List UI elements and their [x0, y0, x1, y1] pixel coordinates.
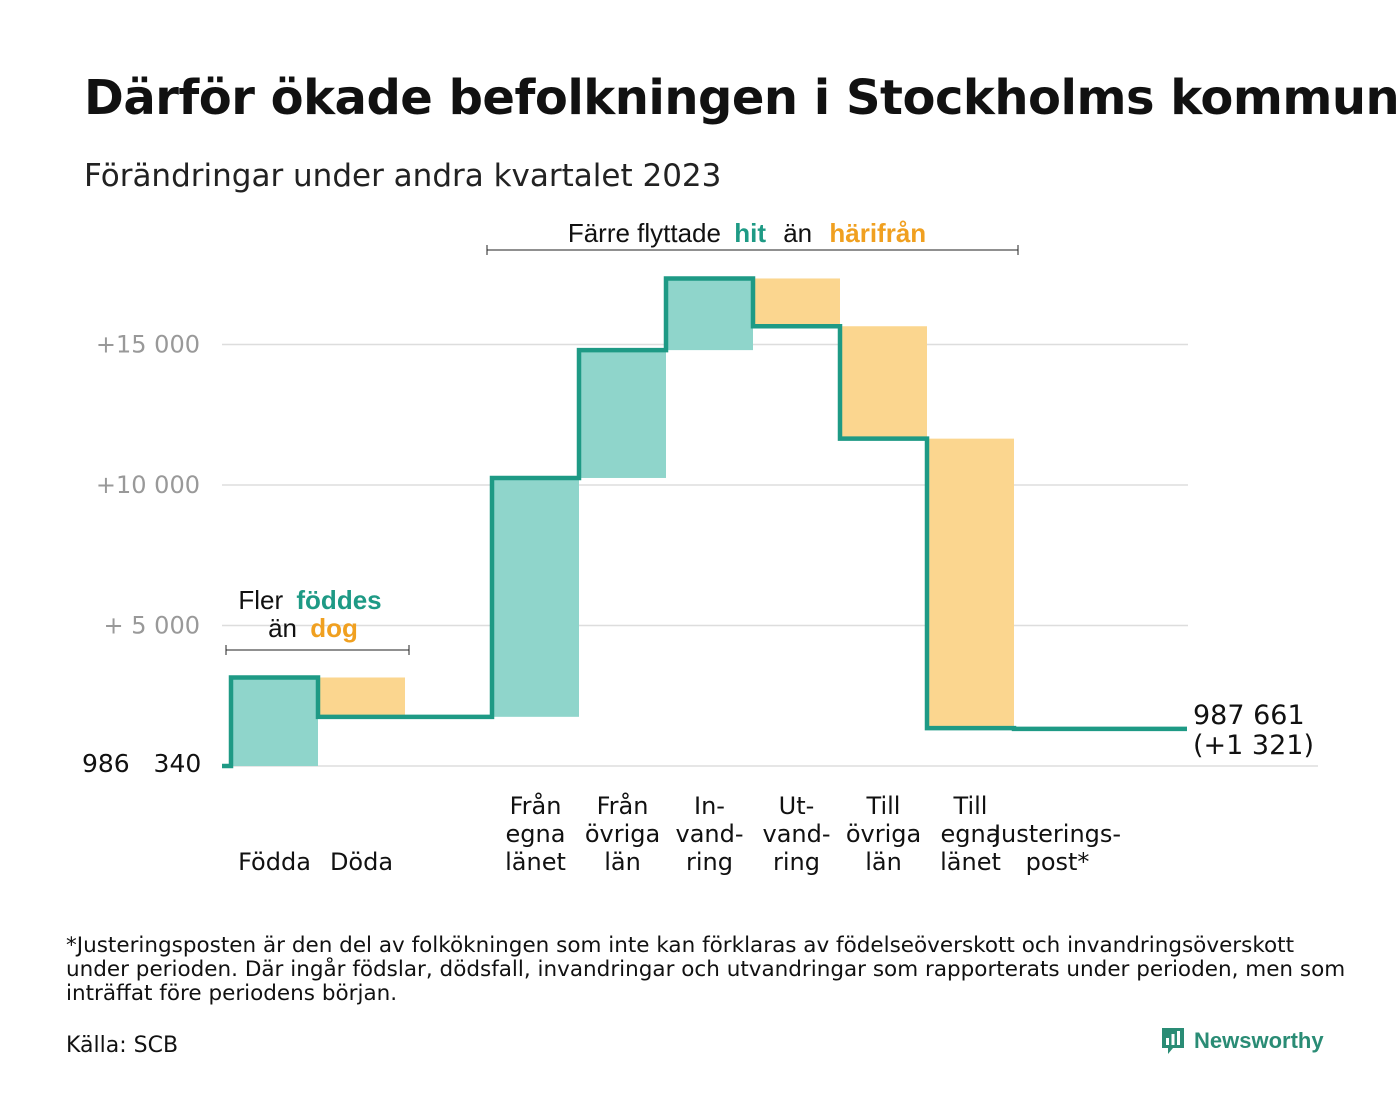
end-value-label: 987 661: [1193, 700, 1305, 731]
category-label: post*: [1026, 848, 1090, 876]
svg-text:Fler föddes: Fler föddes: [238, 585, 381, 615]
chart-title: Därför ökade befolkningen i Stockholms k…: [84, 70, 1400, 126]
category-label: ring: [686, 848, 733, 876]
newsworthy-logo-icon: [1162, 1028, 1184, 1054]
annotation-highlight-hit: hit: [734, 218, 766, 248]
births-annotation: Fler föddes än dog: [225, 585, 410, 655]
bars: [231, 278, 1014, 766]
newsworthy-logo-text: Newsworthy: [1194, 1028, 1324, 1053]
y-tick-label: + 5 000: [104, 612, 200, 640]
bar-increase: [579, 350, 666, 478]
annotation-highlight-births: föddes: [296, 585, 381, 615]
category-label: egna: [506, 820, 566, 848]
category-label: Döda: [330, 848, 393, 876]
waterfall-chart: + 5 000+10 000+15 000 Födda DödaFrånegnal…: [82, 218, 1318, 876]
y-tick-label: +15 000: [96, 331, 200, 359]
annotation-prefix: Fler: [238, 585, 283, 615]
bar-increase: [231, 677, 318, 766]
bar-decrease: [753, 278, 840, 327]
category-label: In-: [694, 792, 725, 820]
annotation-highlight-deaths: dog: [310, 613, 358, 643]
annotation-prefix: Färre flyttade: [568, 218, 721, 248]
bar-increase: [666, 278, 753, 351]
step-line: [222, 276, 1187, 769]
category-label: länet: [940, 848, 1001, 876]
cumulative-step-line: [222, 276, 1187, 769]
bar-decrease: [318, 677, 405, 717]
start-value-label: 986 340: [82, 749, 201, 778]
moves-annotation: Färre flyttade hit än härifrån: [486, 218, 1019, 255]
category-label: Från: [597, 791, 649, 820]
y-tick-label: +10 000: [96, 471, 200, 499]
chart-subtitle: Förändringar under andra kvartalet 2023: [84, 158, 722, 194]
svg-text:Färre flyttade hit: Färre flyttade hit än härifrån: [568, 218, 926, 248]
category-label: Justerings-: [992, 820, 1121, 848]
category-label: vand-: [675, 820, 743, 848]
category-label: Till: [866, 792, 901, 820]
category-label: ring: [773, 848, 820, 876]
category-label: egna: [941, 820, 1001, 848]
category-label: Från: [510, 791, 562, 820]
annotation-highlight-harifran: härifrån: [829, 218, 926, 248]
category-label: Ut-: [779, 792, 815, 820]
annotation-prefix: än: [268, 613, 297, 643]
category-label: län: [604, 848, 641, 876]
footnote: *Justeringsposten är den del av folkökni…: [66, 933, 1346, 1006]
svg-text:än dog: än dog: [268, 613, 358, 643]
category-label: länet: [505, 848, 566, 876]
category-label: Födda: [238, 848, 311, 876]
end-change-label: (+1 321): [1193, 730, 1314, 761]
newsworthy-logo[interactable]: Newsworthy: [1160, 1026, 1324, 1056]
category-labels: Födda DödaFrånegnalänetFrånövrigalänIn-va…: [238, 791, 1121, 876]
category-label: övriga: [846, 820, 921, 848]
bar-decrease: [840, 326, 927, 439]
category-label: vand-: [762, 820, 830, 848]
category-label: Till: [953, 792, 988, 820]
annotation-middle: än: [783, 218, 812, 248]
source-label: Källa: SCB: [66, 1033, 179, 1058]
category-label: län: [865, 848, 902, 876]
y-tick-labels: + 5 000 +10 000 +15 000: [96, 331, 200, 640]
bar-increase: [492, 477, 579, 717]
category-label: övriga: [585, 820, 660, 848]
bar-decrease: [927, 438, 1014, 729]
